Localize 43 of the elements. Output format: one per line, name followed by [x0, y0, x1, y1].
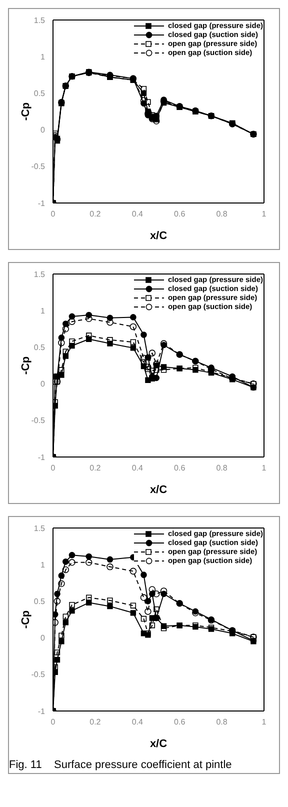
y-tick-label: 1	[40, 306, 46, 316]
x-tick-label: 0.8	[216, 718, 228, 727]
x-axis-title: x/C	[150, 230, 168, 242]
y-axis-title: -Cp	[20, 610, 32, 629]
y-axis-title: -Cp	[20, 102, 32, 121]
y-tick-label: -1	[38, 706, 46, 716]
y-tick-label: 1	[40, 560, 46, 570]
y-tick-label: 0	[40, 126, 46, 135]
y-tick-label: -1	[38, 452, 46, 462]
x-axis-title: x/C	[150, 738, 168, 750]
y-tick-label: -0.5	[31, 416, 46, 426]
y-axis-title: -Cp	[20, 356, 32, 375]
x-tick-label: 0.6	[174, 464, 186, 473]
y-tick-label: 1.5	[34, 270, 46, 279]
caption: Fig. 11 Surface pressure coefficient at pintle	[9, 758, 233, 773]
x-tick-label: 0.8	[216, 210, 228, 219]
x-tick-label: 0	[50, 464, 56, 473]
x-tick-label: 0	[50, 718, 56, 727]
y-tick-label: 0.5	[34, 597, 46, 606]
x-tick-label: 1	[262, 718, 267, 727]
x-tick-label: 0	[50, 210, 56, 219]
y-tick-label: -1	[38, 198, 46, 208]
x-tick-label: 0.2	[90, 464, 102, 473]
y-tick-label: 1	[40, 52, 46, 62]
x-tick-label: 0.2	[90, 718, 102, 727]
x-axis-title: x/C	[150, 484, 168, 496]
y-tick-label: 0.5	[34, 343, 46, 352]
x-tick-label: 0.8	[216, 464, 228, 473]
x-tick-label: 1	[262, 210, 267, 219]
x-tick-label: 0.4	[132, 210, 144, 219]
x-tick-label: 0.6	[174, 718, 186, 727]
x-tick-label: 0.6	[174, 210, 186, 219]
x-tick-label: 0.2	[90, 210, 102, 219]
y-tick-label: -0.5	[31, 670, 46, 680]
x-tick-label: 0.4	[132, 718, 144, 727]
x-tick-label: 0.4	[132, 464, 144, 473]
y-tick-label: 0	[40, 380, 46, 389]
y-tick-label: -0.5	[31, 162, 46, 172]
y-tick-label: 0.5	[34, 89, 46, 98]
y-tick-label: 0	[40, 634, 46, 643]
y-tick-label: 1.5	[34, 524, 46, 533]
y-tick-label: 1.5	[34, 16, 46, 25]
x-tick-label: 1	[262, 464, 267, 473]
